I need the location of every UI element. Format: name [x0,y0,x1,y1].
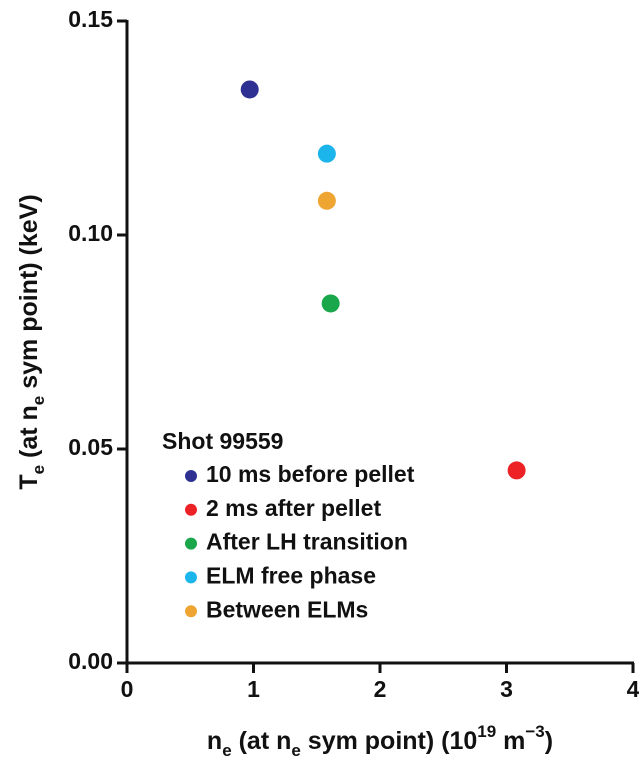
x-axis-label: ne (at ne sym point) (1019 m−3) [207,722,553,760]
x-axis-label-part: ) [545,727,553,755]
legend-marker [185,571,197,584]
point [317,191,336,210]
x-axis-label-part: e [291,741,300,760]
legend-label: 10 ms before pellet [206,461,415,487]
y-axis-label-part: T [15,474,43,489]
y-tick-label: 0.00 [68,648,113,674]
legend-marker [185,537,197,550]
y-axis-label-part: e [29,465,48,474]
y-axis-label-part: (at n [15,405,43,465]
legend-title: Shot 99559 [162,428,283,454]
legend-marker [185,470,197,482]
legend-label: 2 ms after pellet [206,495,381,521]
point [507,461,526,480]
y-tick-label: 0.10 [68,220,113,246]
y-tick-label: 0.05 [68,434,113,460]
x-axis-label-part: m [496,727,525,755]
x-tick-label: 2 [374,676,387,702]
x-axis-label-part: e [222,741,231,760]
point [240,80,259,99]
legend-label: After LH transition [206,529,408,555]
point [317,144,336,163]
x-tick-label: 0 [121,676,134,702]
legend-label: Between ELMs [206,596,368,622]
x-tick-label: 1 [247,676,260,702]
x-tick-label: 3 [500,676,513,702]
point [321,294,340,313]
y-axis-label-part: e [29,396,48,405]
x-tick-label: 4 [627,676,639,702]
x-axis-label-part: 19 [477,722,496,741]
x-axis-label-part: −3 [525,722,544,741]
x-axis-label-part: n [207,727,222,755]
y-tick-label: 0.15 [68,6,113,32]
y-axis-label: Te (at ne sym point) (keV) [15,194,48,489]
x-axis-label-part: sym point) (10 [301,727,477,755]
x-axis-label-part: (at n [232,727,292,755]
legend-label: ELM free phase [206,562,376,588]
legend-marker [185,605,197,618]
legend-marker [185,503,197,516]
y-axis-label-part: sym point) (keV) [15,194,43,395]
